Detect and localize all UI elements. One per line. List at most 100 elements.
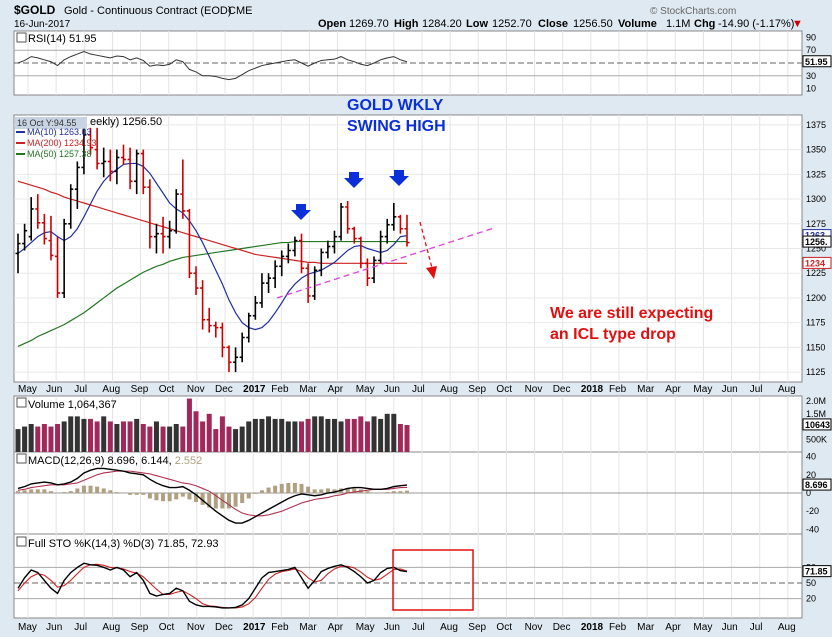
volume-bar <box>120 421 126 452</box>
price-value-badge-text: 1234 <box>805 258 825 268</box>
volume-bar <box>200 421 206 452</box>
volume-bar <box>193 411 199 452</box>
macd-histogram-bar <box>114 492 119 493</box>
ohlc-bar <box>41 213 47 245</box>
month-label: May <box>693 384 712 395</box>
axis-tick-label: 10 <box>806 84 816 94</box>
volume-bar <box>61 421 67 452</box>
symbol-label: $GOLD <box>14 3 56 17</box>
macd-histogram-bar <box>233 493 238 507</box>
volume-bar <box>404 425 410 452</box>
month-label: Apr <box>328 622 344 633</box>
month-label: Jun <box>46 622 62 633</box>
axis-tick-label: 90 <box>806 32 816 42</box>
expected-drop-arrow-icon <box>426 266 437 279</box>
volume-bar <box>35 426 41 452</box>
month-label: Mar <box>299 384 317 395</box>
ohlc-bar <box>107 149 113 182</box>
expected-drop-line <box>419 221 433 269</box>
macd-histogram-bar <box>279 483 284 493</box>
macd-histogram-bar <box>259 490 264 493</box>
macd-histogram-bar <box>141 493 146 495</box>
volume-bar <box>226 426 232 452</box>
ohlc-bar <box>312 266 318 300</box>
close-value: 1256.50 <box>573 18 613 30</box>
month-label: Oct <box>159 384 175 395</box>
axis-tick-label: 1200 <box>806 293 826 303</box>
volume-bar <box>160 426 166 452</box>
ohlc-bar <box>213 321 219 338</box>
volume-bar <box>364 421 370 452</box>
month-label: Aug <box>102 384 120 395</box>
month-label: Aug <box>778 622 796 633</box>
ohlc-bar <box>48 215 54 261</box>
price-value-badge <box>802 256 832 269</box>
volume-bar <box>186 398 192 452</box>
macd-histogram-bar <box>187 493 192 500</box>
volume-bar <box>279 418 285 452</box>
volume-bar <box>312 416 318 452</box>
month-label: Dec <box>553 384 571 395</box>
macd-histogram-bar <box>108 490 113 493</box>
macd-histogram-bar <box>273 485 278 493</box>
macd-title: MACD(12,26,9) 8.696, 6.144, 2.552 <box>28 455 202 467</box>
volume-bar <box>246 421 252 452</box>
ohlc-bar <box>28 197 34 241</box>
ohlc-bar <box>180 159 186 219</box>
macd-histogram-bar <box>68 491 73 493</box>
ohlc-bar <box>160 216 166 254</box>
ohlc-bar <box>384 218 390 244</box>
high-label: High <box>394 18 419 30</box>
axis-tick-label: 1125 <box>806 367 825 377</box>
macd-histogram-bar <box>174 493 179 500</box>
macd-histogram-bar <box>292 482 297 493</box>
ohlc-bar <box>81 124 87 175</box>
macd-histogram-bar <box>55 493 60 494</box>
ohlc-bar <box>88 127 94 155</box>
ohlc-bar <box>35 194 41 229</box>
month-label: May <box>18 384 37 395</box>
volume-bar <box>147 426 153 452</box>
volume-bar <box>81 418 87 452</box>
month-label: Mar <box>299 622 317 633</box>
swing-high-arrow-icon <box>344 172 364 188</box>
ohlc-bar <box>338 203 344 241</box>
volume-bar <box>68 416 74 452</box>
month-label: Dec <box>215 622 233 633</box>
rsi-settings-icon[interactable] <box>16 32 27 43</box>
ohlc-bar <box>153 223 159 254</box>
macd-histogram-bar <box>332 489 337 493</box>
volume-bar <box>213 429 219 452</box>
ohlc-bar <box>219 322 225 358</box>
macd-histogram-bar <box>253 493 258 494</box>
macd-settings-icon[interactable] <box>16 453 27 464</box>
macd-histogram-bar <box>306 486 311 493</box>
ohlc-bar <box>239 332 245 363</box>
month-label: Jun <box>722 622 738 633</box>
volume-bar <box>318 416 324 452</box>
month-label: Aug <box>440 384 458 395</box>
macd-histogram-bar <box>22 490 27 493</box>
month-label: Feb <box>271 622 289 633</box>
macd-histogram-bar <box>345 488 350 493</box>
month-label: Aug <box>102 622 120 633</box>
month-label: Dec <box>215 384 233 395</box>
volume-settings-icon[interactable] <box>16 397 27 408</box>
volume-series <box>15 398 410 452</box>
month-label: Jul <box>74 384 87 395</box>
price-series <box>14 124 802 373</box>
highlight-box <box>392 549 474 611</box>
month-label: May <box>356 384 375 395</box>
month-label: Feb <box>271 384 289 395</box>
month-label: 2017 <box>243 622 266 633</box>
ohlc-bar <box>272 260 278 289</box>
annotation-title-line1: GOLD WKLY <box>347 97 444 114</box>
month-label: Oct <box>496 622 512 633</box>
volume-bar <box>292 421 298 452</box>
volume-bar <box>391 413 397 452</box>
annotation-note-line1: We are still expecting <box>550 305 713 322</box>
open-label: Open <box>318 18 346 30</box>
axis-tick-label: 1375 <box>806 120 826 130</box>
sto-settings-icon[interactable] <box>16 536 27 547</box>
macd-histogram-bar <box>101 488 106 493</box>
